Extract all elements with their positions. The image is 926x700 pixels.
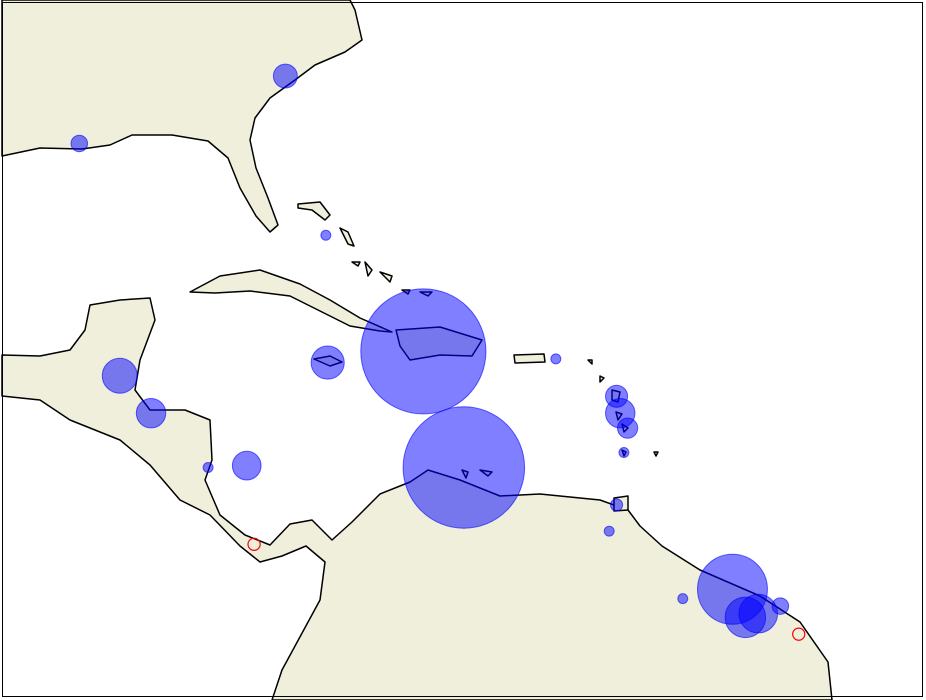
- data-marker: [771, 597, 790, 615]
- data-marker: [550, 353, 562, 365]
- data-marker: [738, 593, 779, 634]
- data-marker: [70, 134, 89, 153]
- bahamas-islands: [297, 201, 433, 297]
- data-marker: [616, 417, 639, 439]
- hollow-marker: [792, 627, 806, 641]
- data-marker: [677, 593, 689, 605]
- data-marker: [402, 406, 526, 529]
- data-marker: [609, 498, 624, 512]
- data-marker: [135, 397, 167, 429]
- data-marker: [101, 357, 138, 394]
- marker-layer: [70, 63, 806, 641]
- data-marker: [603, 525, 615, 537]
- data-marker: [231, 450, 262, 481]
- hollow-marker: [247, 537, 261, 551]
- data-marker: [618, 447, 630, 458]
- cuba: [189, 269, 393, 333]
- data-marker: [272, 63, 298, 89]
- north-america-landmass: [1, 0, 363, 233]
- data-marker: [320, 229, 332, 241]
- data-marker: [202, 462, 214, 473]
- puerto-rico: [513, 353, 546, 364]
- data-marker: [360, 288, 487, 415]
- data-marker: [310, 345, 345, 380]
